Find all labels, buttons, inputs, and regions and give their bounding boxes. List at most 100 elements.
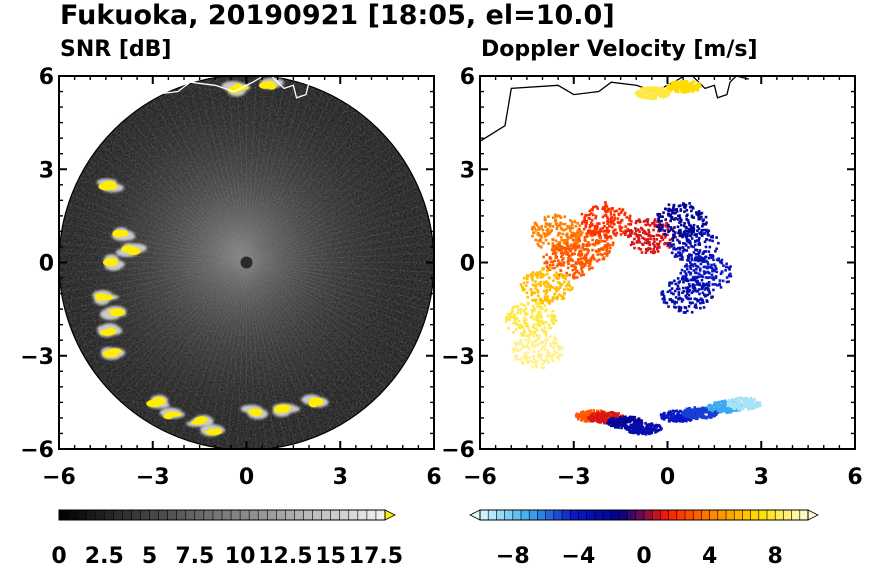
doppler-velocity-cell (646, 88, 650, 92)
doppler-velocity-cell (551, 225, 555, 228)
doppler-velocity-cell (580, 212, 584, 216)
doppler-velocity-cell (703, 232, 707, 235)
doppler-velocity-cell (597, 241, 601, 245)
doppler-velocity-cell (634, 229, 638, 233)
doppler-velocity-cell (573, 220, 577, 224)
doppler-velocity-cell (641, 231, 645, 234)
doppler-velocity-cell (733, 402, 737, 405)
doppler-velocity-cell (582, 273, 586, 277)
doppler-velocity-cell (646, 239, 650, 243)
doppler-velocity-cell (710, 273, 714, 277)
doppler-velocity-cell (710, 296, 713, 299)
doppler-velocity-cell (690, 215, 694, 219)
colorbar-segment (76, 509, 87, 521)
doppler-velocity-cell (636, 93, 640, 96)
doppler-velocity-cell (692, 80, 695, 83)
doppler-velocity-cell (597, 248, 601, 251)
doppler-velocity-cell (727, 400, 731, 404)
doppler-velocity-cell (544, 222, 548, 225)
snr-ray (207, 262, 247, 446)
snr-ray (216, 77, 247, 263)
doppler-velocity-cell (680, 300, 684, 303)
doppler-velocity-cell (696, 290, 699, 293)
doppler-velocity-cell (577, 251, 581, 255)
doppler-velocity-cell (553, 316, 556, 319)
doppler-velocity-cell (673, 255, 677, 258)
snr-ray (179, 87, 247, 263)
doppler-velocity-cell (558, 232, 562, 235)
doppler-velocity-cell (537, 318, 541, 322)
doppler-velocity-cell (513, 341, 517, 345)
doppler-velocity-cell (542, 322, 545, 326)
doppler-velocity-cell (705, 230, 708, 233)
doppler-velocity-cell (617, 212, 621, 216)
doppler-velocity-cell (682, 205, 686, 209)
doppler-velocity-cell (723, 402, 726, 405)
doppler-velocity-cell (722, 264, 725, 267)
doppler-velocity-cell (746, 402, 749, 406)
doppler-velocity-cell (640, 228, 644, 231)
doppler-velocity-cell (702, 284, 706, 288)
doppler-velocity-cell (660, 293, 664, 296)
doppler-velocity-cell (639, 423, 642, 427)
snr-ray (144, 105, 247, 263)
colorbar-segment (479, 509, 489, 521)
doppler-velocity-cell (523, 288, 526, 291)
doppler-velocity-cell (636, 429, 639, 432)
colorbar-segment (766, 509, 776, 521)
doppler-velocity-cell (577, 239, 580, 242)
doppler-velocity-cell (680, 218, 683, 222)
snr-ray (246, 87, 314, 263)
doppler-velocity-cell (556, 346, 560, 349)
doppler-velocity-cell (558, 353, 561, 356)
doppler-velocity-cell (688, 288, 692, 292)
doppler-velocity-cell (616, 422, 620, 425)
doppler-velocity-cell (539, 281, 542, 285)
doppler-velocity-cell (555, 341, 558, 345)
doppler-velocity-cell (534, 238, 537, 242)
doppler-velocity-cell (606, 216, 609, 219)
doppler-velocity-cell (647, 431, 651, 435)
doppler-velocity-cell (628, 419, 631, 422)
doppler-velocity-cell (698, 249, 702, 252)
doppler-velocity-cell (645, 424, 649, 427)
doppler-velocity-cell (607, 423, 611, 426)
doppler-velocity-cell (657, 216, 661, 219)
colorbar-segment (742, 509, 752, 521)
doppler-velocity-cell (625, 424, 629, 428)
doppler-velocity-cell (545, 288, 549, 292)
doppler-velocity-cell (588, 213, 592, 216)
snr-ray (100, 144, 247, 263)
colorbar-segment (248, 509, 259, 521)
doppler-velocity-cell (723, 404, 726, 407)
doppler-velocity-cell (548, 335, 552, 339)
doppler-velocity-cell (609, 210, 613, 214)
doppler-velocity-cell (691, 276, 695, 279)
doppler-velocity-cell (587, 241, 590, 244)
doppler-velocity-cell (533, 340, 537, 344)
doppler-velocity-cell (525, 274, 529, 277)
doppler-velocity-cell (744, 405, 748, 408)
doppler-velocity-cell (632, 426, 636, 429)
doppler-velocity-cell (696, 415, 699, 418)
doppler-velocity-cell (571, 233, 575, 236)
doppler-velocity-cell (540, 315, 544, 319)
doppler-velocity-cell (573, 272, 576, 275)
doppler-velocity-cell (649, 86, 652, 89)
doppler-velocity-cell (558, 293, 561, 296)
doppler-velocity-cell (683, 242, 687, 245)
snr-ray (246, 213, 428, 263)
doppler-velocity-cell (531, 278, 535, 282)
doppler-velocity-cell (546, 267, 550, 270)
doppler-velocity-cell (689, 271, 693, 275)
doppler-velocity-cell (697, 243, 700, 246)
doppler-velocity-cell (568, 288, 572, 292)
doppler-velocity-cell (677, 85, 680, 88)
doppler-velocity-cell (539, 298, 543, 302)
doppler-velocity-cell (706, 415, 710, 419)
doppler-velocity-cell (524, 313, 527, 316)
doppler-velocity-cell (600, 253, 604, 257)
y-tick-label: 3 (460, 158, 475, 183)
doppler-velocity-cell (545, 228, 549, 232)
doppler-velocity-cell (548, 354, 551, 358)
